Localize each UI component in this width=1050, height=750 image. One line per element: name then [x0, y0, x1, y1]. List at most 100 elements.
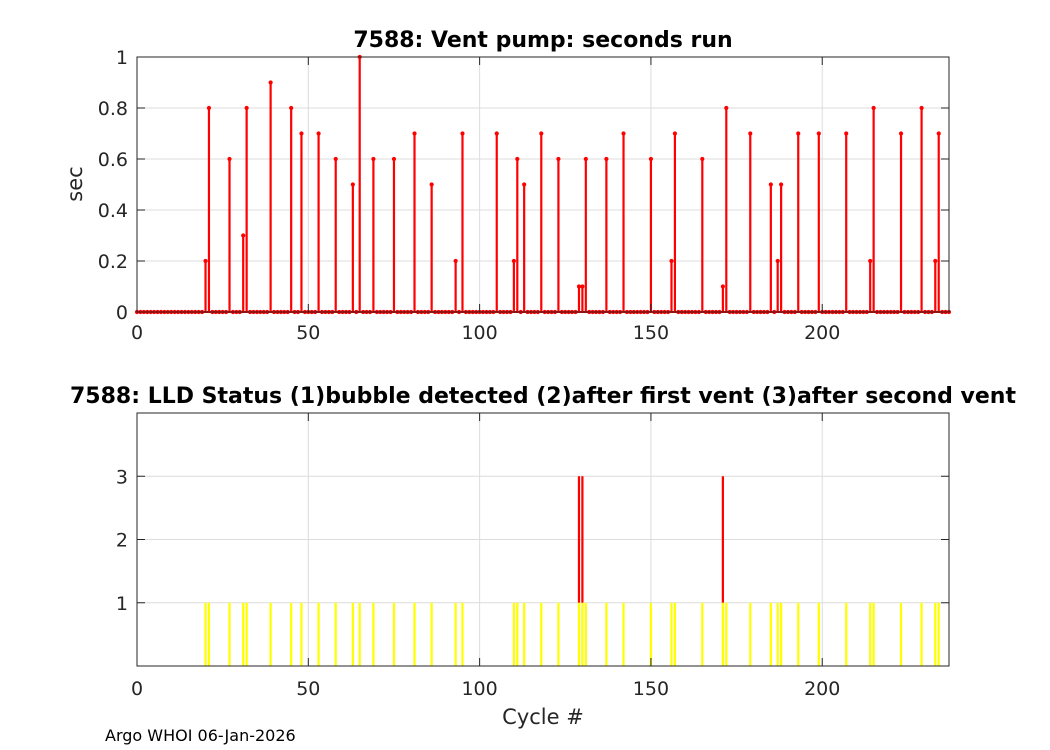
vent-pump-marker — [316, 131, 321, 136]
lld-status-bar-yellow — [461, 602, 464, 666]
vent-pump-ytick-label: 0.6 — [98, 149, 128, 171]
lld-status-bar-red — [581, 476, 584, 603]
vent-pump-marker — [779, 182, 784, 187]
vent-pump-marker — [576, 284, 582, 289]
lld-status-bar-yellow — [430, 602, 433, 666]
vent-pump-marker — [868, 258, 873, 264]
vent-pump-xtick-label: 200 — [804, 322, 840, 344]
lld-status-bar-yellow — [334, 602, 337, 666]
vent-pump-marker — [583, 156, 588, 162]
vent-pump-marker — [539, 131, 544, 136]
vent-pump-marker — [775, 258, 780, 264]
lld-status-bar-yellow — [920, 602, 923, 666]
lld-status-bar-yellow — [245, 602, 248, 666]
vent-pump-marker — [391, 156, 397, 162]
vent-pump-marker — [227, 156, 232, 162]
lld-status-bar-yellow — [392, 602, 396, 666]
vent-pump-ytick-label: 0.8 — [98, 98, 128, 120]
vent-pump-xtick-label: 0 — [131, 322, 143, 344]
vent-pump-marker — [244, 105, 249, 111]
lld-status-bar-yellow — [797, 602, 800, 666]
vent-pump-marker — [621, 131, 626, 136]
vent-pump-marker — [515, 156, 520, 162]
lld-status-xtick-label: 150 — [633, 678, 669, 700]
vent-pump-marker — [556, 156, 561, 162]
vent-pump-xtick-label: 100 — [461, 322, 497, 344]
vent-pump-marker — [796, 131, 801, 136]
lld-status-bar-yellow — [673, 602, 677, 666]
lld-status-bar-yellow — [605, 602, 608, 666]
vent-pump-marker — [333, 156, 338, 162]
lld-status-bar-yellow — [937, 602, 940, 666]
lld-status-bar-yellow — [622, 602, 625, 666]
vent-pump-marker — [580, 284, 585, 289]
vent-pump-xtick-label: 150 — [633, 322, 669, 344]
lld-status-bar-yellow — [817, 602, 820, 666]
vent-pump-marker — [604, 156, 609, 162]
lld-status-bar-yellow — [725, 602, 728, 666]
vent-pump-marker — [453, 258, 458, 264]
lld-status-bar-yellow — [242, 602, 245, 666]
lld-status-bar-yellow — [317, 602, 320, 666]
lld-status-bar-yellow — [869, 602, 872, 666]
vent-pump-marker — [748, 131, 753, 136]
vent-pump-marker — [289, 105, 294, 111]
lld-status-bar-yellow — [721, 602, 724, 666]
vent-pump-ytick-label: 0.2 — [98, 251, 128, 273]
vent-pump-marker — [933, 258, 938, 264]
lld-status-bar-yellow — [204, 602, 207, 666]
vent-pump-marker — [669, 258, 674, 264]
lld-status-bar-yellow — [776, 602, 779, 666]
vent-pump-marker — [720, 284, 725, 289]
vent-pump-ytick-label: 1 — [116, 47, 128, 69]
lld-status-bar-yellow — [584, 602, 587, 666]
vent-pump-marker — [768, 182, 773, 187]
vent-pump-ylabel: sec — [63, 166, 87, 201]
lld-status-bar-yellow — [780, 602, 783, 666]
vent-pump-marker — [412, 131, 417, 136]
vent-pump-marker — [522, 182, 527, 187]
vent-pump-marker — [460, 131, 465, 136]
vent-pump-marker — [299, 131, 304, 136]
vent-pump-marker — [371, 156, 376, 162]
lld-status-bar-yellow — [845, 602, 848, 666]
vent-pump-marker — [268, 80, 273, 85]
lld-status-chart-title: 7588: LLD Status (1)bubble detected (2)a… — [70, 384, 1016, 409]
vent-pump-marker — [350, 182, 355, 187]
lld-status-bar-red — [721, 476, 724, 603]
lld-status-bar-yellow — [540, 602, 543, 666]
vent-pump-marker — [898, 131, 904, 136]
lld-status-ytick-label: 1 — [116, 593, 128, 615]
lld-status-bar-yellow — [372, 602, 375, 666]
vent-pump-marker — [844, 131, 849, 136]
lld-status-bar-yellow — [670, 602, 673, 666]
footer-credit: Argo WHOI 06-Jan-2026 — [105, 726, 296, 745]
lld-status-bar-yellow — [413, 602, 416, 666]
lld-status-bar-yellow — [523, 602, 526, 666]
vent-pump-chart: 7588: Vent pump: seconds run 0 50 100 150 20… — [63, 28, 952, 344]
lld-status-xtick-label: 0 — [131, 678, 143, 700]
lld-status-bar-yellow — [351, 602, 354, 666]
lld-status-grid — [137, 413, 949, 666]
vent-pump-marker — [672, 131, 678, 136]
lld-status-ticks: 0 50 100 150 200 1 2 3 — [116, 413, 949, 700]
vent-pump-chart-title: 7588: Vent pump: seconds run — [353, 28, 732, 53]
lld-status-bar-yellow — [516, 602, 519, 666]
lld-status-ytick-label: 3 — [116, 466, 128, 488]
vent-pump-marker — [816, 131, 821, 136]
lld-status-chart: 7588: LLD Status (1)bubble detected (2)a… — [70, 384, 1016, 729]
lld-status-bar-yellow — [557, 602, 560, 666]
lld-status-bar-yellow — [749, 602, 752, 666]
vent-pump-marker — [206, 105, 212, 111]
lld-status-bar-red — [577, 476, 581, 603]
vent-pump-marker — [429, 182, 434, 187]
lld-status-bar-yellow — [769, 602, 772, 666]
lld-status-bar-yellow — [512, 602, 515, 666]
vent-pump-marker — [919, 105, 924, 111]
lld-status-bar-yellow — [899, 602, 903, 666]
vent-pump-marker — [700, 156, 705, 162]
vent-pump-marker — [724, 105, 729, 111]
vent-pump-marker — [648, 156, 654, 162]
lld-status-xtick-label: 200 — [804, 678, 840, 700]
